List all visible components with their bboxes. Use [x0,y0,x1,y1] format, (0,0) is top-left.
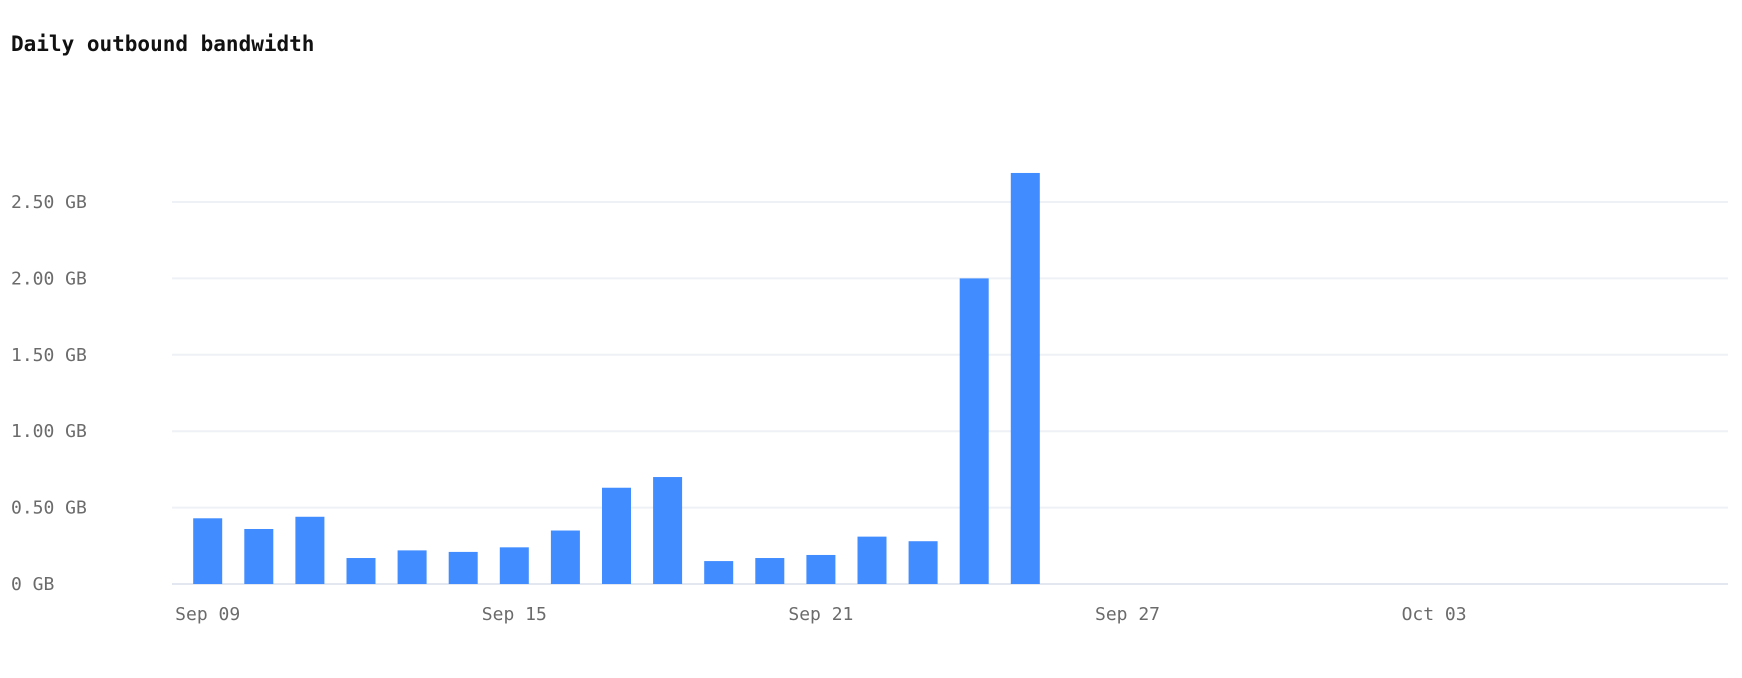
y-tick-label: 0 GB [11,574,54,595]
bar-sep-19 [704,561,734,584]
bar-sep-22 [857,536,887,584]
bar-sep-09 [193,518,223,584]
bar-sep-24 [959,278,989,584]
chart-title: Daily outbound bandwidth [11,32,315,56]
bar-sep-23 [908,541,938,584]
x-tick-label: Oct 03 [1402,604,1467,625]
bar-sep-13 [397,550,427,584]
y-tick-label: 0.50 GB [11,498,87,519]
bar-sep-21 [806,554,836,584]
bar-sep-25 [1010,172,1040,584]
bar-sep-11 [295,516,325,584]
bar-sep-15 [499,547,529,584]
y-tick-label: 2.00 GB [11,268,87,289]
y-tick-label: 1.00 GB [11,421,87,442]
bar-sep-16 [550,530,580,584]
bar-sep-17 [602,487,631,584]
bar-sep-10 [244,528,274,584]
bar-sep-18 [653,477,683,584]
bar-sep-14 [448,551,478,584]
bar-sep-20 [755,558,785,584]
x-tick-label: Sep 09 [175,604,240,625]
bar-sep-12 [346,558,376,584]
x-tick-label: Sep 15 [482,604,547,625]
y-tick-label: 1.50 GB [11,345,87,366]
y-tick-label: 2.50 GB [11,192,87,213]
x-tick-label: Sep 27 [1095,604,1160,625]
x-tick-label: Sep 21 [788,604,853,625]
